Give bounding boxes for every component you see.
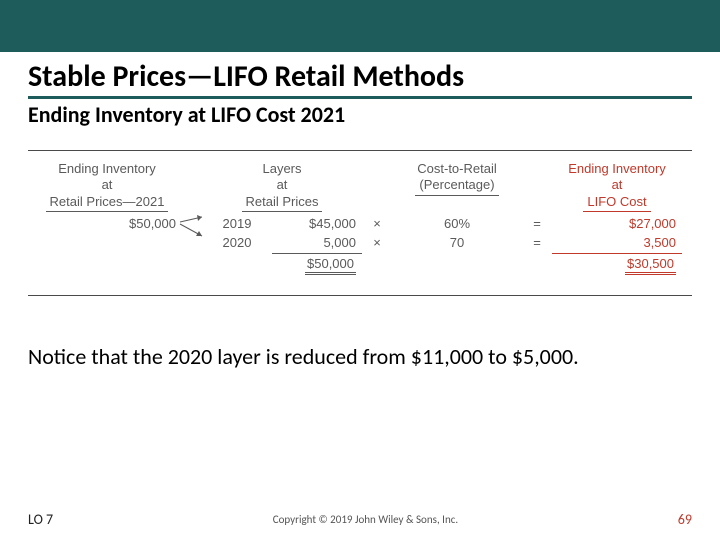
cost-to-retail-pct: 60% — [392, 214, 522, 233]
layer-retail-value: $45,000 — [272, 214, 362, 233]
cost-to-retail-pct: 70 — [392, 233, 522, 252]
col-header-layers: Layers at Retail Prices — [202, 161, 362, 214]
copyright-text: Copyright © 2019 John Wiley & Sons, Inc. — [273, 513, 458, 526]
layers-retail-total: $50,000 — [272, 253, 362, 277]
layer-retail-value: 5,000 — [272, 233, 362, 252]
multiply-symbol: × — [362, 214, 392, 233]
lifo-cost-value: $27,000 — [552, 214, 682, 233]
page-number: 69 — [678, 511, 692, 528]
header-bar — [0, 0, 720, 52]
layer-year: 2020 — [202, 233, 272, 252]
col-header-retail-prices-2021: Ending Inventory at Retail Prices—2021 — [32, 161, 182, 214]
page-subtitle: Ending Inventory at LIFO Cost 2021 — [28, 101, 692, 128]
layer-year: 2019 — [202, 214, 272, 233]
equals-symbol: = — [522, 214, 552, 233]
col-header-lifo-cost: Ending Inventory at LIFO Cost — [552, 161, 682, 214]
explanatory-note: Notice that the 2020 layer is reduced fr… — [28, 344, 692, 369]
slide-content: Stable Prices—LIFO Retail Methods Ending… — [0, 52, 720, 369]
lifo-cost-total: $30,500 — [552, 253, 682, 277]
lifo-table: Ending Inventory at Retail Prices—2021 L… — [28, 150, 692, 296]
ending-inventory-retail-value: $50,000 — [32, 214, 182, 233]
page-title: Stable Prices—LIFO Retail Methods — [28, 58, 692, 95]
slide-footer: LO 7 Copyright © 2019 John Wiley & Sons,… — [0, 511, 720, 528]
learning-objective: LO 7 — [28, 511, 53, 528]
title-underline — [28, 96, 692, 99]
lifo-cost-value: 3,500 — [552, 233, 682, 252]
split-arrows-icon — [182, 214, 202, 233]
equals-symbol: = — [522, 233, 552, 252]
col-header-cost-to-retail: Cost-to-Retail (Percentage) — [392, 161, 522, 214]
multiply-symbol: × — [362, 233, 392, 252]
